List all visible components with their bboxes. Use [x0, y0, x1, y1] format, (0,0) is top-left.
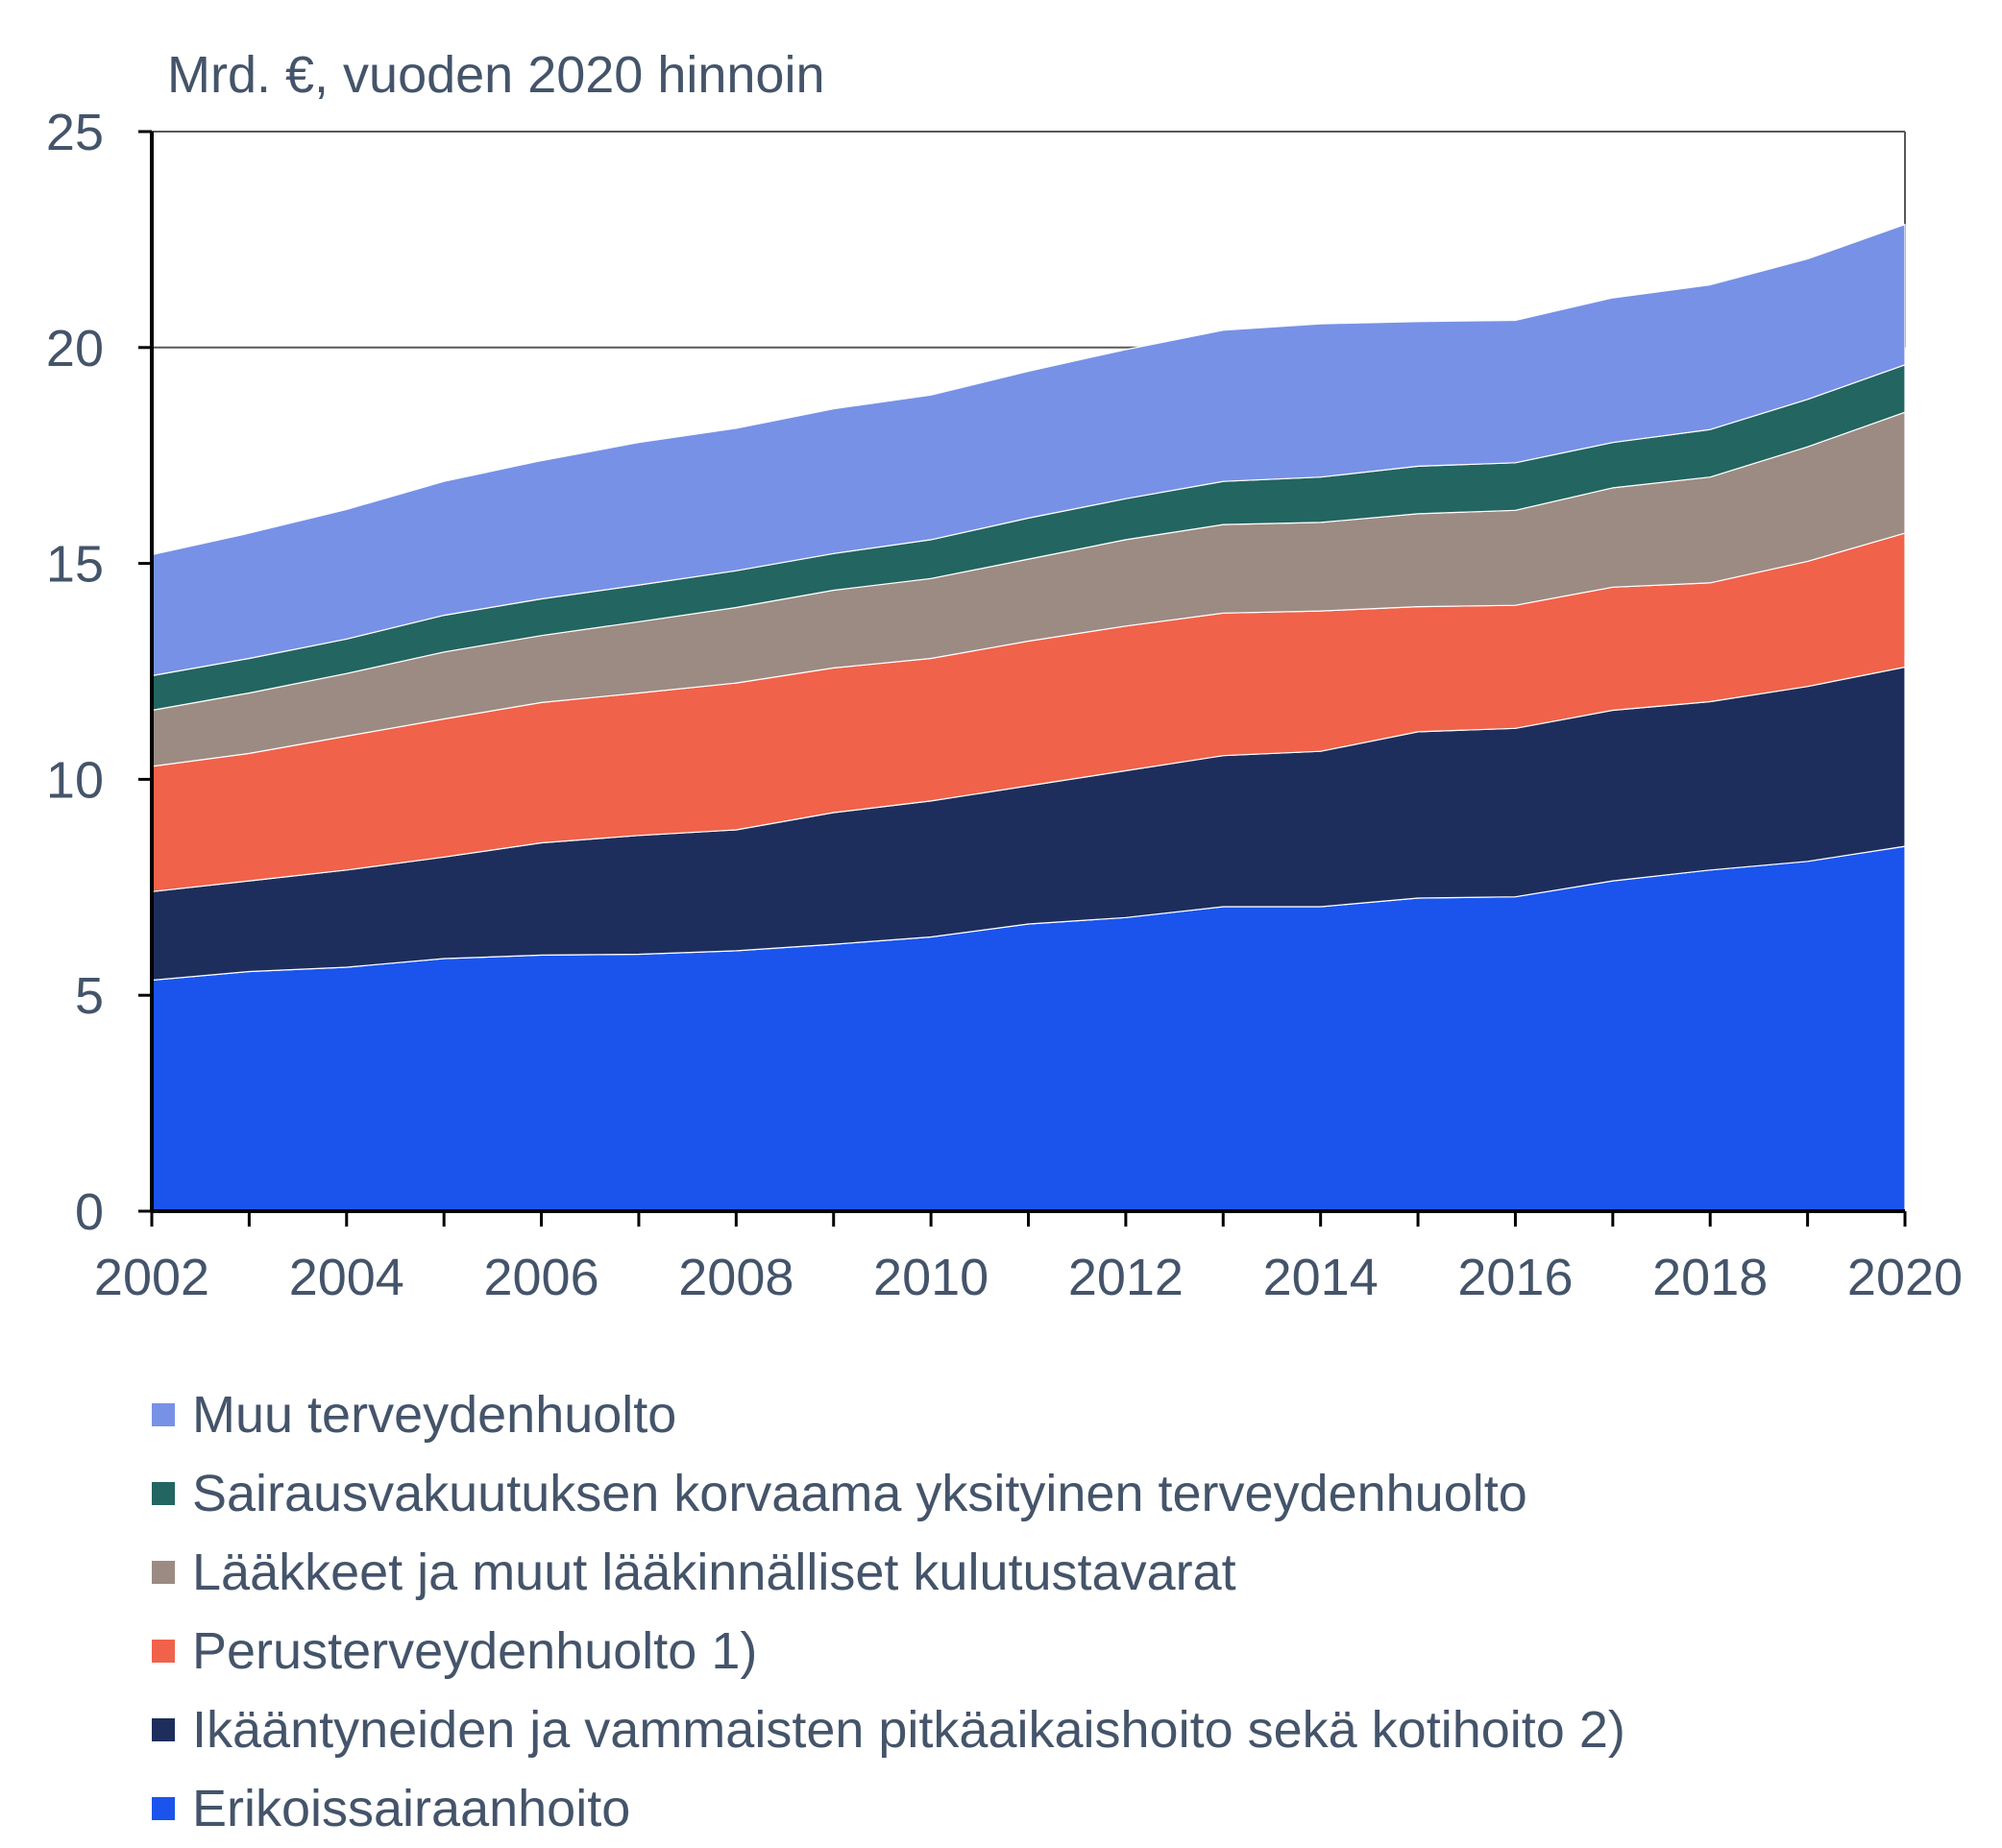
- y-tick-label: 10: [46, 751, 104, 809]
- legend-swatch: [152, 1640, 175, 1663]
- legend-label: Ikääntyneiden ja vammaisten pitkäaikaish…: [192, 1701, 1625, 1759]
- area-series-5: [151, 224, 1906, 677]
- y-tick-label: 5: [75, 967, 104, 1025]
- legend-item: Sairausvakuutuksen korvaama yksityinen t…: [152, 1454, 1625, 1533]
- legend-label: Erikoissairaanhoito: [192, 1780, 631, 1837]
- legend-swatch: [152, 1561, 175, 1584]
- legend-swatch: [152, 1718, 175, 1741]
- y-tick-label: 25: [46, 104, 104, 161]
- legend-swatch: [152, 1403, 175, 1426]
- legend-label: Sairausvakuutuksen korvaama yksityinen t…: [192, 1465, 1527, 1522]
- axes: 0 5 10 15 20 25 2002 2004 2006 2008 2010 2012 2014 20…: [46, 104, 1963, 1306]
- y-tick-label: 20: [46, 320, 104, 377]
- x-tick-label: 2010: [873, 1249, 989, 1306]
- x-tick-label: 2014: [1263, 1249, 1379, 1306]
- legend-swatch: [152, 1482, 175, 1505]
- x-tick-label: 2018: [1652, 1249, 1768, 1306]
- y-axis-unit-label: Mrd. €, vuoden 2020 hinnoin: [167, 46, 825, 104]
- x-tick-label: 2012: [1068, 1249, 1184, 1306]
- legend-swatch: [152, 1797, 175, 1820]
- legend-label: Muu terveydenhuolto: [192, 1386, 677, 1444]
- y-tick-label: 0: [75, 1183, 104, 1241]
- x-tick-label: 2020: [1847, 1249, 1963, 1306]
- x-tick-label: 2002: [94, 1249, 209, 1306]
- legend-label: Lääkkeet ja muut lääkinnälliset kulutust…: [192, 1544, 1236, 1601]
- x-tick-label: 2006: [483, 1249, 598, 1306]
- legend: Muu terveydenhuolto Sairausvakuutuksen ko…: [152, 1375, 1625, 1848]
- x-tick-label: 2008: [678, 1249, 793, 1306]
- legend-item: Muu terveydenhuolto: [152, 1375, 1625, 1454]
- legend-item: Ikääntyneiden ja vammaisten pitkäaikaish…: [152, 1690, 1625, 1769]
- x-tick-label: 2016: [1457, 1249, 1573, 1306]
- legend-item: Perusterveydenhuolto 1): [152, 1612, 1625, 1690]
- y-tick-label: 15: [46, 536, 104, 594]
- x-tick-label: 2004: [289, 1249, 404, 1306]
- legend-item: Erikoissairaanhoito: [152, 1769, 1625, 1848]
- legend-label: Perusterveydenhuolto 1): [192, 1622, 758, 1680]
- legend-item: Lääkkeet ja muut lääkinnälliset kulutust…: [152, 1533, 1625, 1612]
- stacked-areas: [151, 224, 1906, 1212]
